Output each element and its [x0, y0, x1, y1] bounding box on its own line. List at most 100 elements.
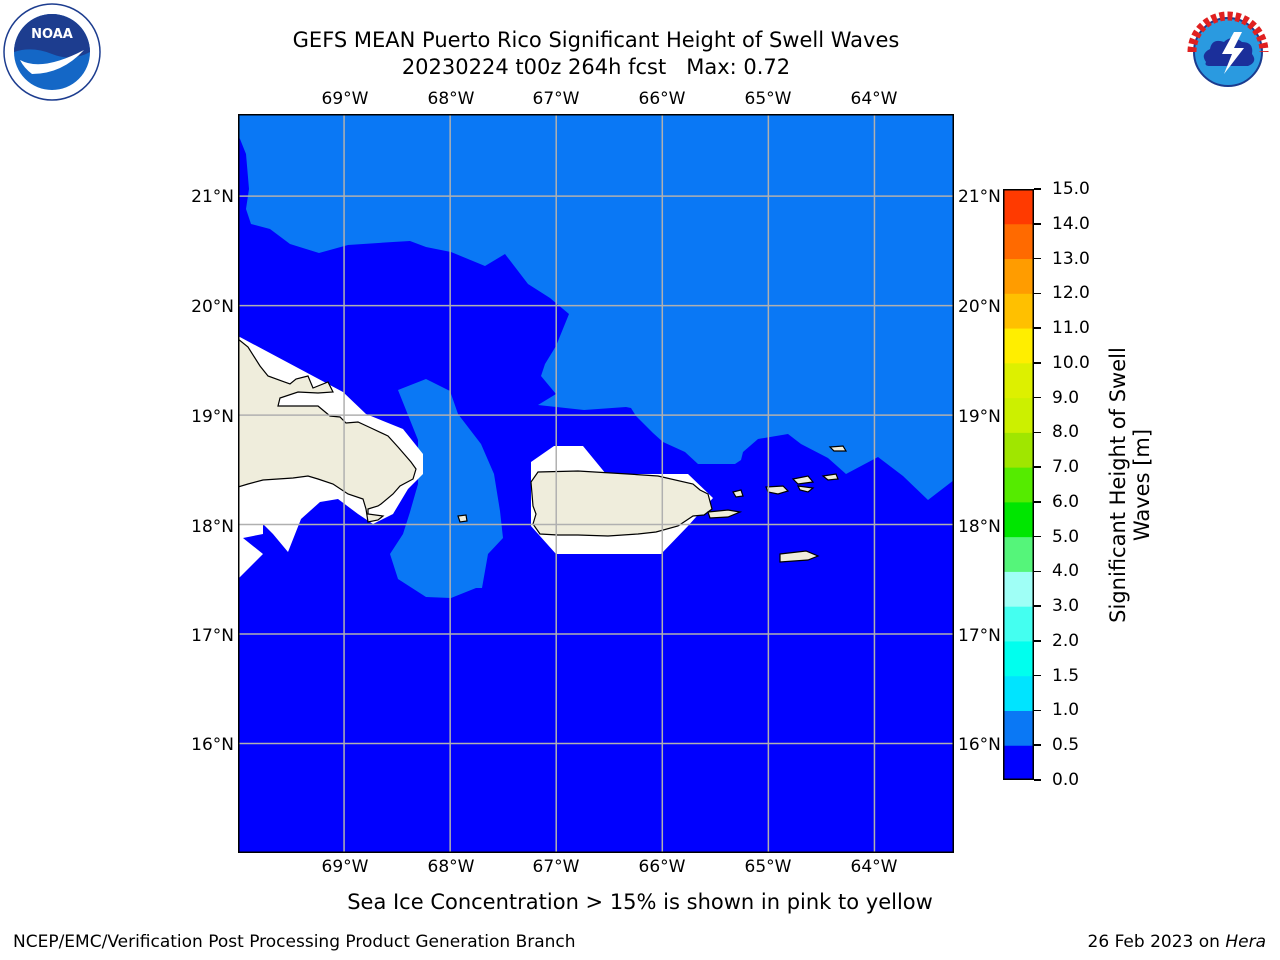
lon-tick-bottom: 64°W	[850, 857, 898, 877]
colorbar-tick-label: 11.0	[1052, 318, 1090, 339]
lat-tick-left: 16°N	[191, 735, 234, 755]
colorbar-label: Significant Height of Swell Waves [m]	[1106, 305, 1154, 665]
colorbar-tick-mark	[1034, 744, 1041, 746]
colorbar-label-line1: Significant Height of Swell	[1106, 347, 1130, 623]
land-tortola	[796, 485, 815, 493]
colorbar-tick-label: 1.5	[1052, 665, 1080, 686]
land-puerto-rico	[530, 470, 713, 537]
colorbar-swatches	[1003, 189, 1034, 781]
colorbar-swatch	[1003, 675, 1034, 711]
svg-text:NOAA: NOAA	[31, 27, 73, 42]
land-st-john	[791, 475, 815, 485]
lat-tick-left: 21°N	[191, 187, 234, 207]
colorbar-swatch	[1003, 293, 1034, 329]
lat-tick-right: 21°N	[958, 187, 1001, 207]
colorbar-tick-label: 2.0	[1052, 630, 1080, 651]
lon-tick-bottom: 69°W	[321, 857, 369, 877]
colorbar-label-line2: Waves [m]	[1130, 428, 1154, 542]
colorbar-tick-label: 14.0	[1052, 213, 1090, 234]
colorbar-tick-mark	[1034, 535, 1041, 538]
lat-tick-right: 16°N	[958, 735, 1001, 755]
colorbar-swatch	[1003, 397, 1034, 433]
colorbar-border	[1003, 189, 1034, 780]
colorbar-swatch	[1003, 362, 1034, 399]
colorbar-tick-label: 7.0	[1052, 457, 1080, 478]
land-st-croix	[779, 550, 820, 563]
land-anegada	[828, 445, 848, 452]
land-mona-island	[457, 514, 468, 523]
lon-tick-bottom: 66°W	[638, 857, 686, 877]
colorbar-tick-mark	[1034, 327, 1041, 329]
colorbar-swatch	[1003, 710, 1034, 746]
sea-ice-footnote: Sea Ice Concentration > 15% is shown in …	[347, 890, 933, 914]
colorbar-swatch	[1003, 745, 1034, 781]
noaa-logo: NOAA	[2, 2, 102, 102]
colorbar-swatch	[1003, 571, 1034, 607]
colorbar-swatch	[1003, 501, 1034, 538]
colorbar-tick-mark	[1034, 257, 1041, 260]
colorbar-tick-label: 5.0	[1052, 526, 1080, 547]
host-name: Hera	[1225, 932, 1266, 952]
colorbar-tick-mark	[1034, 605, 1041, 607]
lon-tick-top: 65°W	[744, 89, 792, 109]
lon-tick-top: 66°W	[638, 89, 686, 109]
map-title: GEFS MEAN Puerto Rico Significant Height…	[292, 28, 900, 52]
colorbar-tick-mark	[1034, 223, 1041, 225]
lat-tick-left: 17°N	[191, 626, 234, 646]
lat-tick-right: 19°N	[958, 407, 1001, 427]
colorbar-swatch	[1003, 328, 1034, 364]
colorbar-tick-label: 1.0	[1052, 700, 1080, 721]
colorbar-tick-mark	[1034, 674, 1041, 677]
colorbar-swatch	[1003, 640, 1034, 677]
colorbar-swatch	[1003, 536, 1034, 572]
producer-credit: NCEP/EMC/Verification Post Processing Pr…	[13, 932, 576, 952]
colorbar-swatch	[1003, 223, 1034, 260]
colorbar-tick-mark	[1034, 501, 1041, 503]
lon-tick-top: 69°W	[321, 89, 369, 109]
colorbar-tick-label: 10.0	[1052, 352, 1090, 373]
lat-tick-right: 17°N	[958, 626, 1001, 646]
colorbar-tick-label: 0.5	[1052, 735, 1080, 756]
land-virgin-gorda	[821, 473, 839, 481]
colorbar-tick-mark	[1034, 188, 1041, 190]
swell-height-map	[237, 114, 954, 853]
colorbar-tick-label: 13.0	[1052, 248, 1090, 269]
colorbar-tick-mark	[1034, 431, 1041, 434]
generation-date: 26 Feb 2023 on Hera	[1088, 932, 1266, 952]
colorbar-tick-mark	[1034, 292, 1041, 295]
colorbar-swatch	[1003, 258, 1034, 294]
lat-tick-right: 20°N	[958, 297, 1001, 317]
generation-date-text: 26 Feb 2023 on	[1087, 932, 1226, 952]
graticule	[238, 114, 954, 853]
lat-tick-left: 20°N	[191, 297, 234, 317]
colorbar-tick-label: 0.0	[1052, 770, 1080, 790]
colorbar-tick-label: 15.0	[1052, 179, 1090, 199]
colorbar-tick-mark	[1034, 779, 1041, 781]
colorbar-tick-mark	[1034, 709, 1041, 712]
nws-logo	[1178, 2, 1278, 102]
colorbar-tick-label: 8.0	[1052, 422, 1080, 443]
colorbar-tick-mark	[1034, 640, 1041, 642]
colorbar-tick-mark	[1034, 466, 1041, 468]
lon-tick-bottom: 68°W	[427, 857, 475, 877]
colorbar-tick-label: 6.0	[1052, 491, 1080, 512]
lon-tick-bottom: 67°W	[532, 857, 580, 877]
colorbar-swatch	[1003, 606, 1034, 642]
lon-tick-bottom: 65°W	[744, 857, 792, 877]
map-border	[238, 114, 954, 853]
colorbar-tick-label: 3.0	[1052, 596, 1080, 617]
colorbar-swatch	[1003, 467, 1034, 503]
colorbar	[1003, 189, 1034, 781]
colorbar-swatch	[1003, 189, 1034, 225]
lon-tick-top: 68°W	[427, 89, 475, 109]
colorbar-tick-label: 9.0	[1052, 387, 1080, 408]
colorbar-tick-label: 4.0	[1052, 561, 1080, 582]
swell-region-north	[238, 114, 954, 500]
map-panel	[237, 114, 954, 853]
colorbar-tick-mark	[1034, 362, 1041, 364]
land-culebra	[732, 489, 744, 498]
colorbar-swatch	[1003, 432, 1034, 468]
colorbar-tick-label: 12.0	[1052, 283, 1090, 304]
lon-tick-top: 64°W	[850, 89, 898, 109]
lon-tick-top: 67°W	[532, 89, 580, 109]
